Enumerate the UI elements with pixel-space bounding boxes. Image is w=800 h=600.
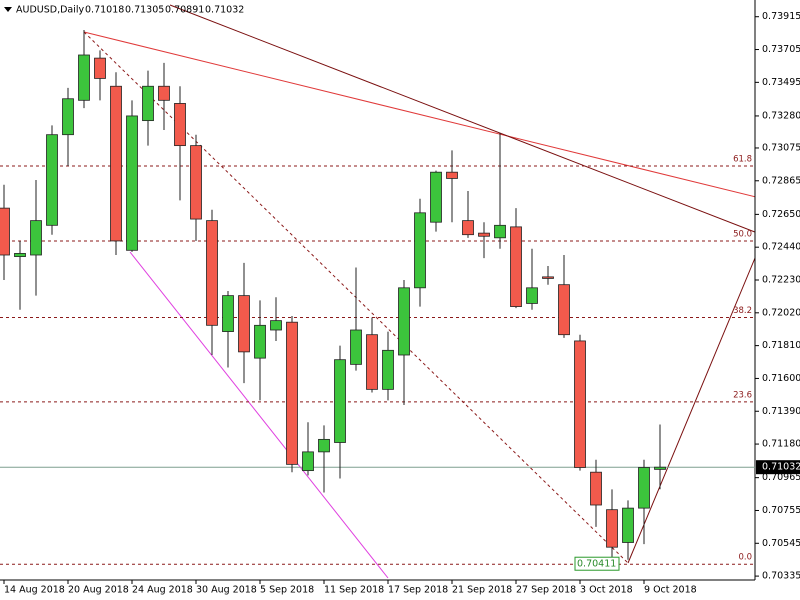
x-tick-label: 17 Sep 2018 xyxy=(388,585,448,596)
candle-body xyxy=(286,321,298,465)
candle-body xyxy=(222,295,234,332)
y-tick-label: 0.70335 xyxy=(762,571,800,582)
candle-body xyxy=(478,232,490,237)
candle-body xyxy=(494,224,506,239)
x-tick-label: 14 Aug 2018 xyxy=(4,585,65,596)
candle-body xyxy=(158,85,170,101)
fib-label: 61.8 xyxy=(733,154,752,164)
candle-body xyxy=(238,295,250,353)
candle-body xyxy=(174,103,186,147)
candle-body xyxy=(302,451,314,472)
x-tick-label: 5 Sep 2018 xyxy=(260,585,314,596)
y-tick-label: 0.73075 xyxy=(762,142,800,153)
symbol: AUDUSD,Daily xyxy=(16,5,85,16)
plot xyxy=(0,30,755,565)
candle-body xyxy=(46,134,58,226)
y-tick-label: 0.70965 xyxy=(762,472,800,483)
x-tick-label: 3 Oct 2018 xyxy=(580,585,633,596)
candle-body xyxy=(558,284,570,336)
y-tick-label: 0.73915 xyxy=(762,11,800,22)
candle-body xyxy=(414,212,426,289)
candle-body xyxy=(190,145,202,220)
fib-label: 50.0 xyxy=(733,229,752,239)
header-value: 0.71305 xyxy=(125,5,164,16)
candle-body xyxy=(366,334,378,390)
x-tick-label: 9 Oct 2018 xyxy=(644,585,697,596)
header-value: 0.71018 xyxy=(85,5,124,16)
header-value: 0.70891 xyxy=(165,5,204,16)
candle-body xyxy=(382,349,394,390)
candle-body xyxy=(110,85,122,242)
fib-label: 23.6 xyxy=(733,390,752,400)
candle-body xyxy=(62,98,74,136)
x-tick-label: 21 Sep 2018 xyxy=(452,585,512,596)
y-tick-label: 0.73495 xyxy=(762,77,800,88)
candle-body xyxy=(446,171,458,179)
candle-body xyxy=(574,340,586,468)
candle-body xyxy=(270,320,282,331)
y-tick-label: 0.72865 xyxy=(762,175,800,186)
candle-body xyxy=(318,438,330,453)
candle-body xyxy=(526,287,538,304)
candle-body xyxy=(30,220,42,256)
y-tick-label: 0.71810 xyxy=(762,340,800,351)
candle-body xyxy=(126,115,138,251)
candle-body xyxy=(654,466,666,470)
candle-body xyxy=(606,509,618,548)
fib-label: 38.2 xyxy=(733,306,752,316)
y-tick-label: 0.71600 xyxy=(762,373,800,384)
candle-body xyxy=(510,226,522,307)
candle-body xyxy=(334,359,346,443)
trend-line xyxy=(627,256,755,564)
y-tick-label: 0.73280 xyxy=(762,110,800,121)
candle-body xyxy=(430,171,442,223)
candle-body xyxy=(542,276,554,279)
y-tick-label: 0.72230 xyxy=(762,275,800,286)
candle-body xyxy=(590,471,602,506)
candle-body xyxy=(638,467,650,509)
x-tick-label: 11 Sep 2018 xyxy=(324,585,384,596)
y-tick-label: 0.71180 xyxy=(762,439,800,450)
candle-body xyxy=(398,287,410,356)
candle-body xyxy=(0,207,10,256)
candle-body xyxy=(78,54,90,101)
last-price-box xyxy=(756,460,800,475)
trend-line xyxy=(169,4,755,233)
y-tick-label: 0.70755 xyxy=(762,505,800,516)
channel-line xyxy=(129,251,389,579)
last-price-label: 0.71032 xyxy=(762,462,800,473)
fib-label: 0.0 xyxy=(738,553,752,563)
candle-body xyxy=(94,57,106,79)
y-tick-label: 0.72440 xyxy=(762,242,800,253)
y-tick-label: 0.73705 xyxy=(762,44,800,55)
x-tick-label: 30 Aug 2018 xyxy=(196,585,257,596)
header-value: 0.71032 xyxy=(205,5,244,16)
candle-body xyxy=(14,253,26,257)
y-tick-label: 0.72020 xyxy=(762,307,800,318)
low-label: 0.70411 xyxy=(577,559,616,570)
candle-body xyxy=(462,220,474,236)
y-tick-label: 0.70545 xyxy=(762,538,800,549)
candle-body xyxy=(350,329,362,365)
x-tick-label: 24 Aug 2018 xyxy=(132,585,193,596)
candle-body xyxy=(254,324,266,359)
candle-body xyxy=(206,220,218,326)
y-tick-label: 0.71390 xyxy=(762,406,800,417)
menu-triangle[interactable] xyxy=(4,7,12,12)
x-tick-label: 20 Aug 2018 xyxy=(68,585,129,596)
trend-line xyxy=(83,31,755,198)
x-tick-label: 27 Sep 2018 xyxy=(516,585,576,596)
candle-body xyxy=(622,507,634,543)
y-tick-label: 0.72650 xyxy=(762,209,800,220)
low-label-box xyxy=(574,556,620,571)
candle-body xyxy=(142,85,154,122)
